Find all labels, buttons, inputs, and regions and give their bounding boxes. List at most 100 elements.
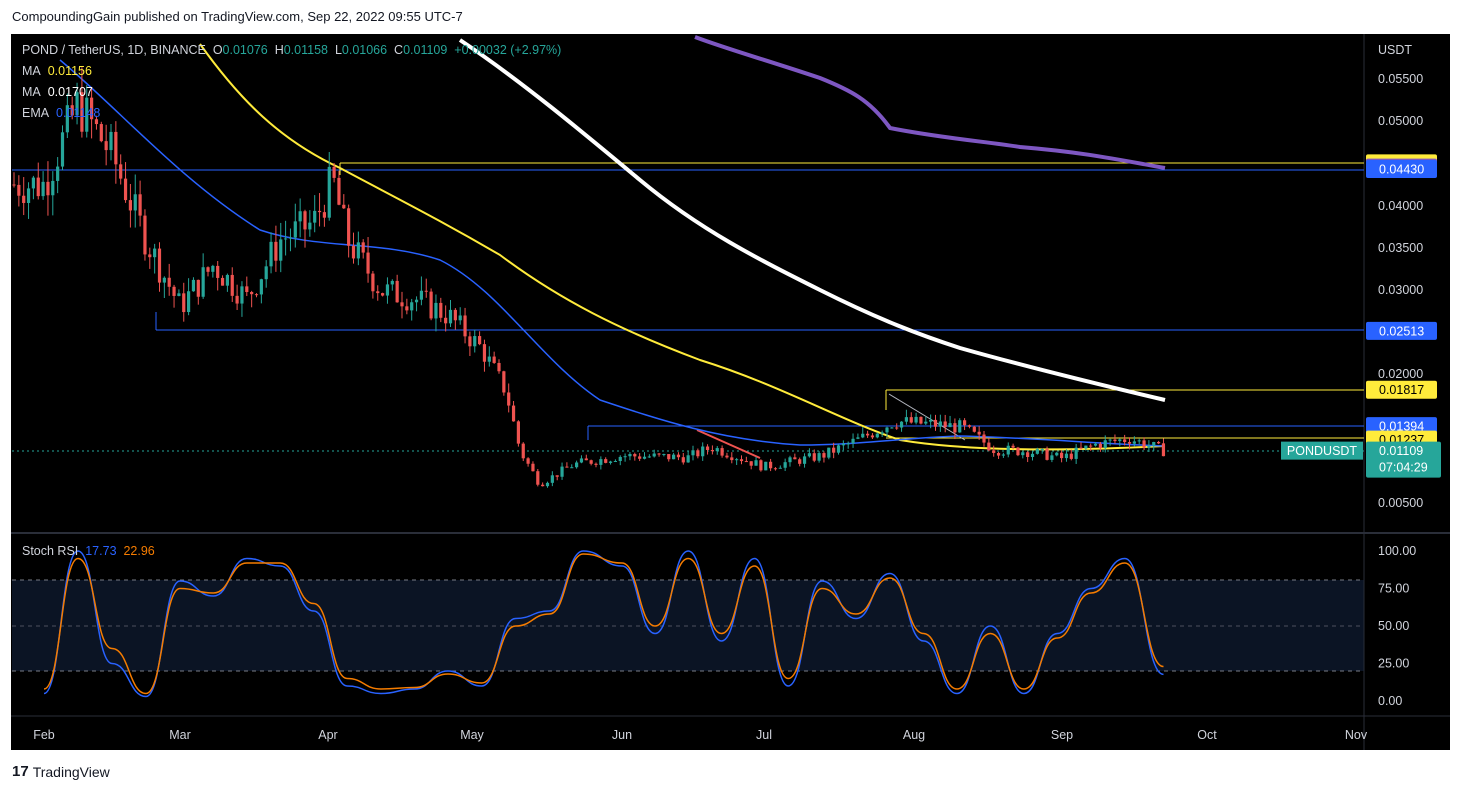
candle-body [123,178,128,201]
candle-body [70,105,74,116]
time-axis-label: May [460,728,484,742]
candle-body [1142,440,1146,448]
stoch-rsi-group[interactable] [43,550,1164,698]
candle-body [279,239,283,261]
time-axis-label: Apr [318,728,337,742]
indicator-ma-white[interactable]: MA 0.01707 [22,85,93,99]
candles-group[interactable] [12,67,1166,488]
price-tag [1366,380,1437,399]
candle-body [250,292,254,295]
candle-body [735,459,739,461]
candle-body [385,284,390,296]
candle-body [1093,443,1098,446]
change-value: +0.00032 (+2.97%) [454,43,562,57]
indicator-ema[interactable]: EMA 0.01148 [22,106,100,120]
candle-body [303,211,307,230]
tradingview-logo[interactable]: 17 TradingView [12,763,110,780]
candle-body [550,475,554,483]
candle-body [400,302,404,307]
candle-body [41,181,45,197]
price-axis-label: 0.02000 [1378,367,1423,381]
candle-body [502,371,506,393]
candle-body [628,454,632,457]
candle-body [744,461,748,463]
price-axis-label: 0.05000 [1378,114,1423,128]
stoch-axis[interactable]: 100.00 75.00 50.00 25.00 0.00 [1378,544,1416,708]
candle-body [75,92,79,116]
candle-body [623,456,627,458]
candle-body [434,302,438,319]
candle-body [293,221,297,238]
indicator-ma-yellow[interactable]: MA 0.01156 [22,64,92,78]
candle-body [191,279,196,292]
symbol-tag-label: PONDUSDT [1287,444,1358,458]
trendline-white[interactable] [888,393,966,441]
candle-body [749,461,753,466]
candle-body [482,344,487,362]
candle-body [429,291,433,319]
time-axis-label: Jul [756,728,772,742]
ma-yellow-line[interactable] [199,43,1166,451]
candle-body [817,453,821,461]
candle-body [463,315,467,337]
candle-body [536,471,540,485]
open-label: O [212,43,223,57]
candle-body [642,456,647,459]
stoch-d-line[interactable] [43,553,1164,695]
candle-body [453,309,457,321]
ma-purple-line[interactable] [694,35,1166,170]
candle-body [521,443,525,459]
candle-body [1055,452,1059,456]
stoch-rsi-legend[interactable]: Stoch RSI 17.73 22.96 [22,544,155,558]
price-axis-label: 0.03500 [1378,241,1423,255]
candle-body [225,274,229,286]
candle-body [1030,453,1035,457]
candle-body [841,443,845,446]
candle-body [1113,439,1117,442]
candle-body [948,423,952,428]
candle-body [798,459,802,464]
candle-body [769,461,773,469]
tradingview-logo-icon: 17 [12,763,29,780]
candle-body [17,184,21,196]
candle-body [22,195,26,203]
candle-body [686,455,690,463]
candle-body [1161,443,1166,457]
candle-body [963,420,967,426]
candle-body [725,455,729,458]
candle-body [764,461,768,471]
candle-body [65,105,69,133]
candle-body [235,295,239,304]
candle-body [196,279,200,297]
candle-body [366,252,370,274]
price-tag [1366,160,1437,179]
stoch-axis-label: 25.00 [1378,657,1409,671]
candle-body [584,458,588,461]
candle-body [1016,447,1020,456]
candle-body [1021,452,1025,456]
symbol-legend[interactable]: POND / TetherUS, 1D, BINANCE O0.01076 H0… [22,43,561,57]
symbol-tag [1281,441,1363,460]
candle-body [1152,442,1156,446]
trendline-red[interactable] [696,429,761,459]
low-value: 0.01066 [341,43,388,57]
candle-body [128,200,132,211]
candle-body [46,181,50,196]
candle-body [1147,445,1151,448]
symbol-title: POND / TetherUS, 1D, BINANCE [22,43,206,57]
candle-body [691,450,695,456]
stoch-k-line[interactable] [43,550,1164,698]
candle-body [890,427,894,429]
candle-body [836,445,841,453]
indicator-value: 0.01156 [47,64,92,78]
candle-body [822,453,826,458]
candle-body [254,294,259,296]
ma-white-line[interactable] [458,38,1166,402]
candle-body [351,245,356,259]
time-axis[interactable]: Feb Mar Apr May Jun Jul Aug Sep Oct Nov [33,728,1368,742]
ema-line[interactable] [59,59,1166,447]
candle-body [856,437,860,439]
candle-body [1011,445,1015,448]
candle-body [1137,440,1141,442]
